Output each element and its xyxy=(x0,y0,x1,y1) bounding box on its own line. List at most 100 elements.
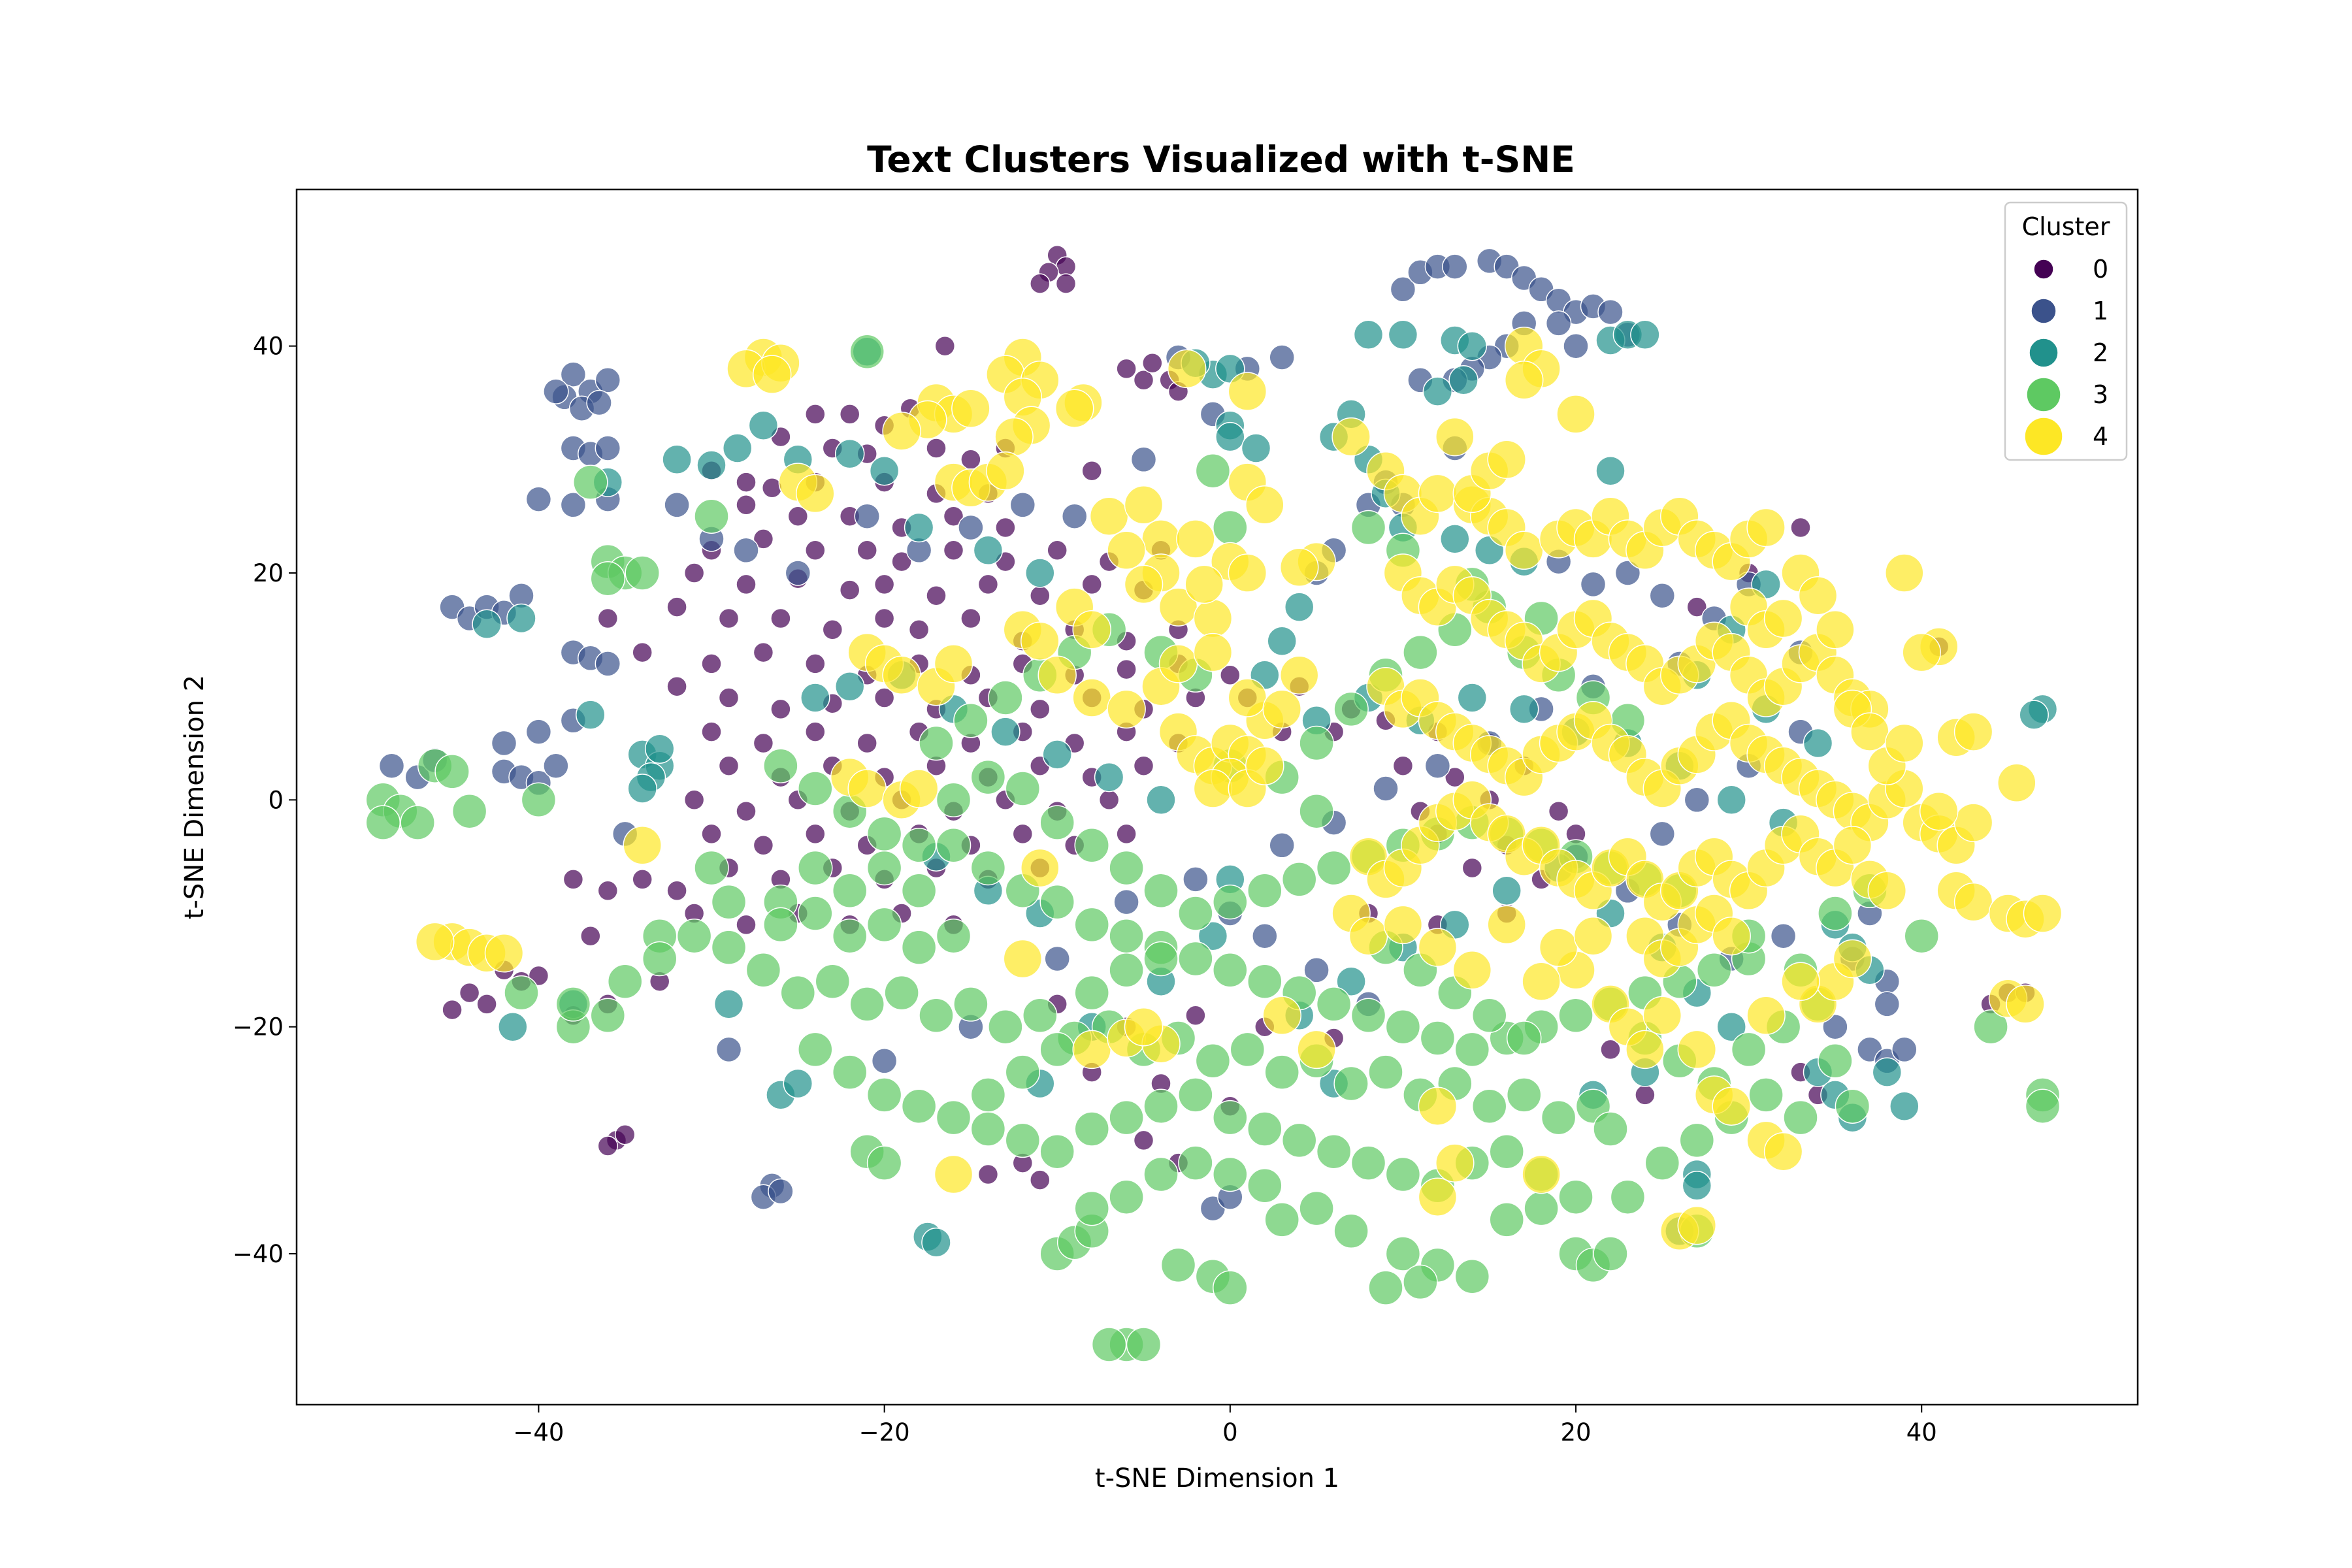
data-point-cluster-3 xyxy=(451,793,487,829)
data-point-cluster-2 xyxy=(1215,421,1245,452)
data-point-cluster-0 xyxy=(822,619,843,640)
data-point-cluster-3 xyxy=(365,805,401,840)
data-point-cluster-2 xyxy=(713,989,744,1019)
data-point-cluster-4 xyxy=(1228,372,1267,411)
data-point-cluster-4 xyxy=(415,922,455,962)
x-tick-label: 0 xyxy=(1222,1418,1238,1446)
data-point-cluster-3 xyxy=(1403,634,1438,670)
data-point-cluster-3 xyxy=(1109,850,1144,886)
data-point-cluster-3 xyxy=(1039,884,1075,920)
data-point-cluster-4 xyxy=(1021,848,1060,888)
data-point-cluster-2 xyxy=(1353,319,1384,350)
data-point-cluster-1 xyxy=(1269,832,1295,858)
x-tick-label: −20 xyxy=(859,1418,910,1446)
data-point-cluster-1 xyxy=(768,1178,794,1205)
data-point-cluster-3 xyxy=(953,703,988,738)
data-point-cluster-0 xyxy=(701,823,722,845)
data-point-cluster-1 xyxy=(1597,299,1624,325)
data-point-cluster-3 xyxy=(1091,1327,1127,1362)
data-point-cluster-3 xyxy=(1143,1088,1179,1124)
data-point-cluster-0 xyxy=(597,880,619,902)
data-point-cluster-4 xyxy=(1781,962,1820,1001)
data-point-cluster-3 xyxy=(1333,691,1369,727)
data-point-cluster-1 xyxy=(525,486,552,512)
legend-marker-1 xyxy=(2031,298,2057,324)
data-point-cluster-2 xyxy=(1448,365,1478,395)
data-point-cluster-3 xyxy=(832,873,868,909)
x-tick-label: 20 xyxy=(1561,1418,1592,1446)
data-point-cluster-4 xyxy=(1642,996,1682,1036)
data-point-cluster-2 xyxy=(722,433,753,463)
data-point-cluster-3 xyxy=(919,725,954,761)
x-tick-label: 40 xyxy=(1906,1418,1937,1446)
data-point-cluster-1 xyxy=(1044,945,1070,972)
data-point-cluster-4 xyxy=(1089,497,1129,536)
data-point-cluster-1 xyxy=(733,537,759,564)
data-point-cluster-0 xyxy=(666,880,687,902)
data-point-cluster-2 xyxy=(1630,319,1660,350)
data-point-cluster-4 xyxy=(1418,474,1458,514)
data-point-cluster-3 xyxy=(1973,1009,2008,1045)
data-point-cluster-3 xyxy=(1558,998,1593,1034)
data-point-cluster-4 xyxy=(1953,882,1993,922)
data-point-cluster-1 xyxy=(543,753,569,779)
data-point-cluster-3 xyxy=(1074,828,1109,863)
data-point-cluster-3 xyxy=(1109,1179,1144,1215)
data-point-cluster-3 xyxy=(434,754,470,789)
data-point-cluster-2 xyxy=(1492,875,1522,906)
data-point-cluster-1 xyxy=(1822,1013,1848,1040)
data-point-cluster-4 xyxy=(1193,769,1233,808)
data-point-cluster-1 xyxy=(560,361,587,387)
y-tick-label: 0 xyxy=(268,786,284,814)
data-point-cluster-0 xyxy=(1142,352,1163,374)
data-point-cluster-3 xyxy=(1213,1156,1248,1192)
data-point-cluster-2 xyxy=(1267,626,1297,656)
data-point-cluster-2 xyxy=(576,700,606,730)
data-point-cluster-3 xyxy=(936,828,972,863)
data-point-cluster-3 xyxy=(970,1111,1006,1147)
data-point-cluster-3 xyxy=(798,1032,833,1068)
data-point-cluster-4 xyxy=(1184,564,1224,604)
data-point-cluster-4 xyxy=(1167,349,1207,389)
data-point-cluster-2 xyxy=(834,671,865,702)
data-point-cluster-1 xyxy=(1061,503,1088,529)
data-point-cluster-4 xyxy=(1997,763,2036,803)
data-point-cluster-0 xyxy=(977,1164,999,1185)
x-axis-label: t-SNE Dimension 1 xyxy=(1095,1463,1339,1494)
legend-title: Cluster xyxy=(2022,212,2110,241)
data-point-cluster-4 xyxy=(1867,871,1907,911)
data-point-cluster-0 xyxy=(1462,857,1483,879)
data-point-cluster-1 xyxy=(525,719,552,745)
data-point-cluster-3 xyxy=(1489,1202,1524,1237)
data-point-cluster-3 xyxy=(745,953,781,988)
data-point-cluster-4 xyxy=(1763,1132,1803,1171)
data-point-cluster-2 xyxy=(1241,433,1271,463)
data-point-cluster-4 xyxy=(1833,939,1872,979)
data-point-cluster-4 xyxy=(2006,985,2045,1024)
data-point-cluster-3 xyxy=(1281,1122,1317,1158)
data-point-cluster-3 xyxy=(521,782,557,818)
data-point-cluster-0 xyxy=(1030,585,1051,606)
data-point-cluster-4 xyxy=(1487,905,1526,945)
data-point-cluster-0 xyxy=(736,914,757,936)
data-point-cluster-4 xyxy=(1279,655,1319,695)
data-point-cluster-0 xyxy=(442,999,463,1021)
data-point-cluster-3 xyxy=(555,987,591,1022)
legend-label-0: 0 xyxy=(2093,255,2108,284)
data-point-cluster-1 xyxy=(1183,866,1209,892)
data-point-cluster-3 xyxy=(1039,1134,1075,1169)
data-point-cluster-3 xyxy=(1247,964,1282,999)
data-point-cluster-1 xyxy=(1442,253,1468,280)
data-point-cluster-3 xyxy=(1264,1202,1299,1237)
data-point-cluster-0 xyxy=(614,1124,636,1145)
data-point-cluster-4 xyxy=(1902,632,1941,672)
data-point-cluster-4 xyxy=(1297,1030,1336,1070)
data-point-cluster-0 xyxy=(874,608,895,629)
data-point-cluster-4 xyxy=(1228,678,1267,717)
data-point-cluster-3 xyxy=(1195,453,1231,489)
data-point-cluster-3 xyxy=(780,975,816,1011)
data-point-cluster-3 xyxy=(970,850,1006,886)
data-point-cluster-3 xyxy=(1074,1190,1109,1226)
data-point-cluster-3 xyxy=(919,998,954,1034)
data-point-cluster-0 xyxy=(934,335,956,357)
